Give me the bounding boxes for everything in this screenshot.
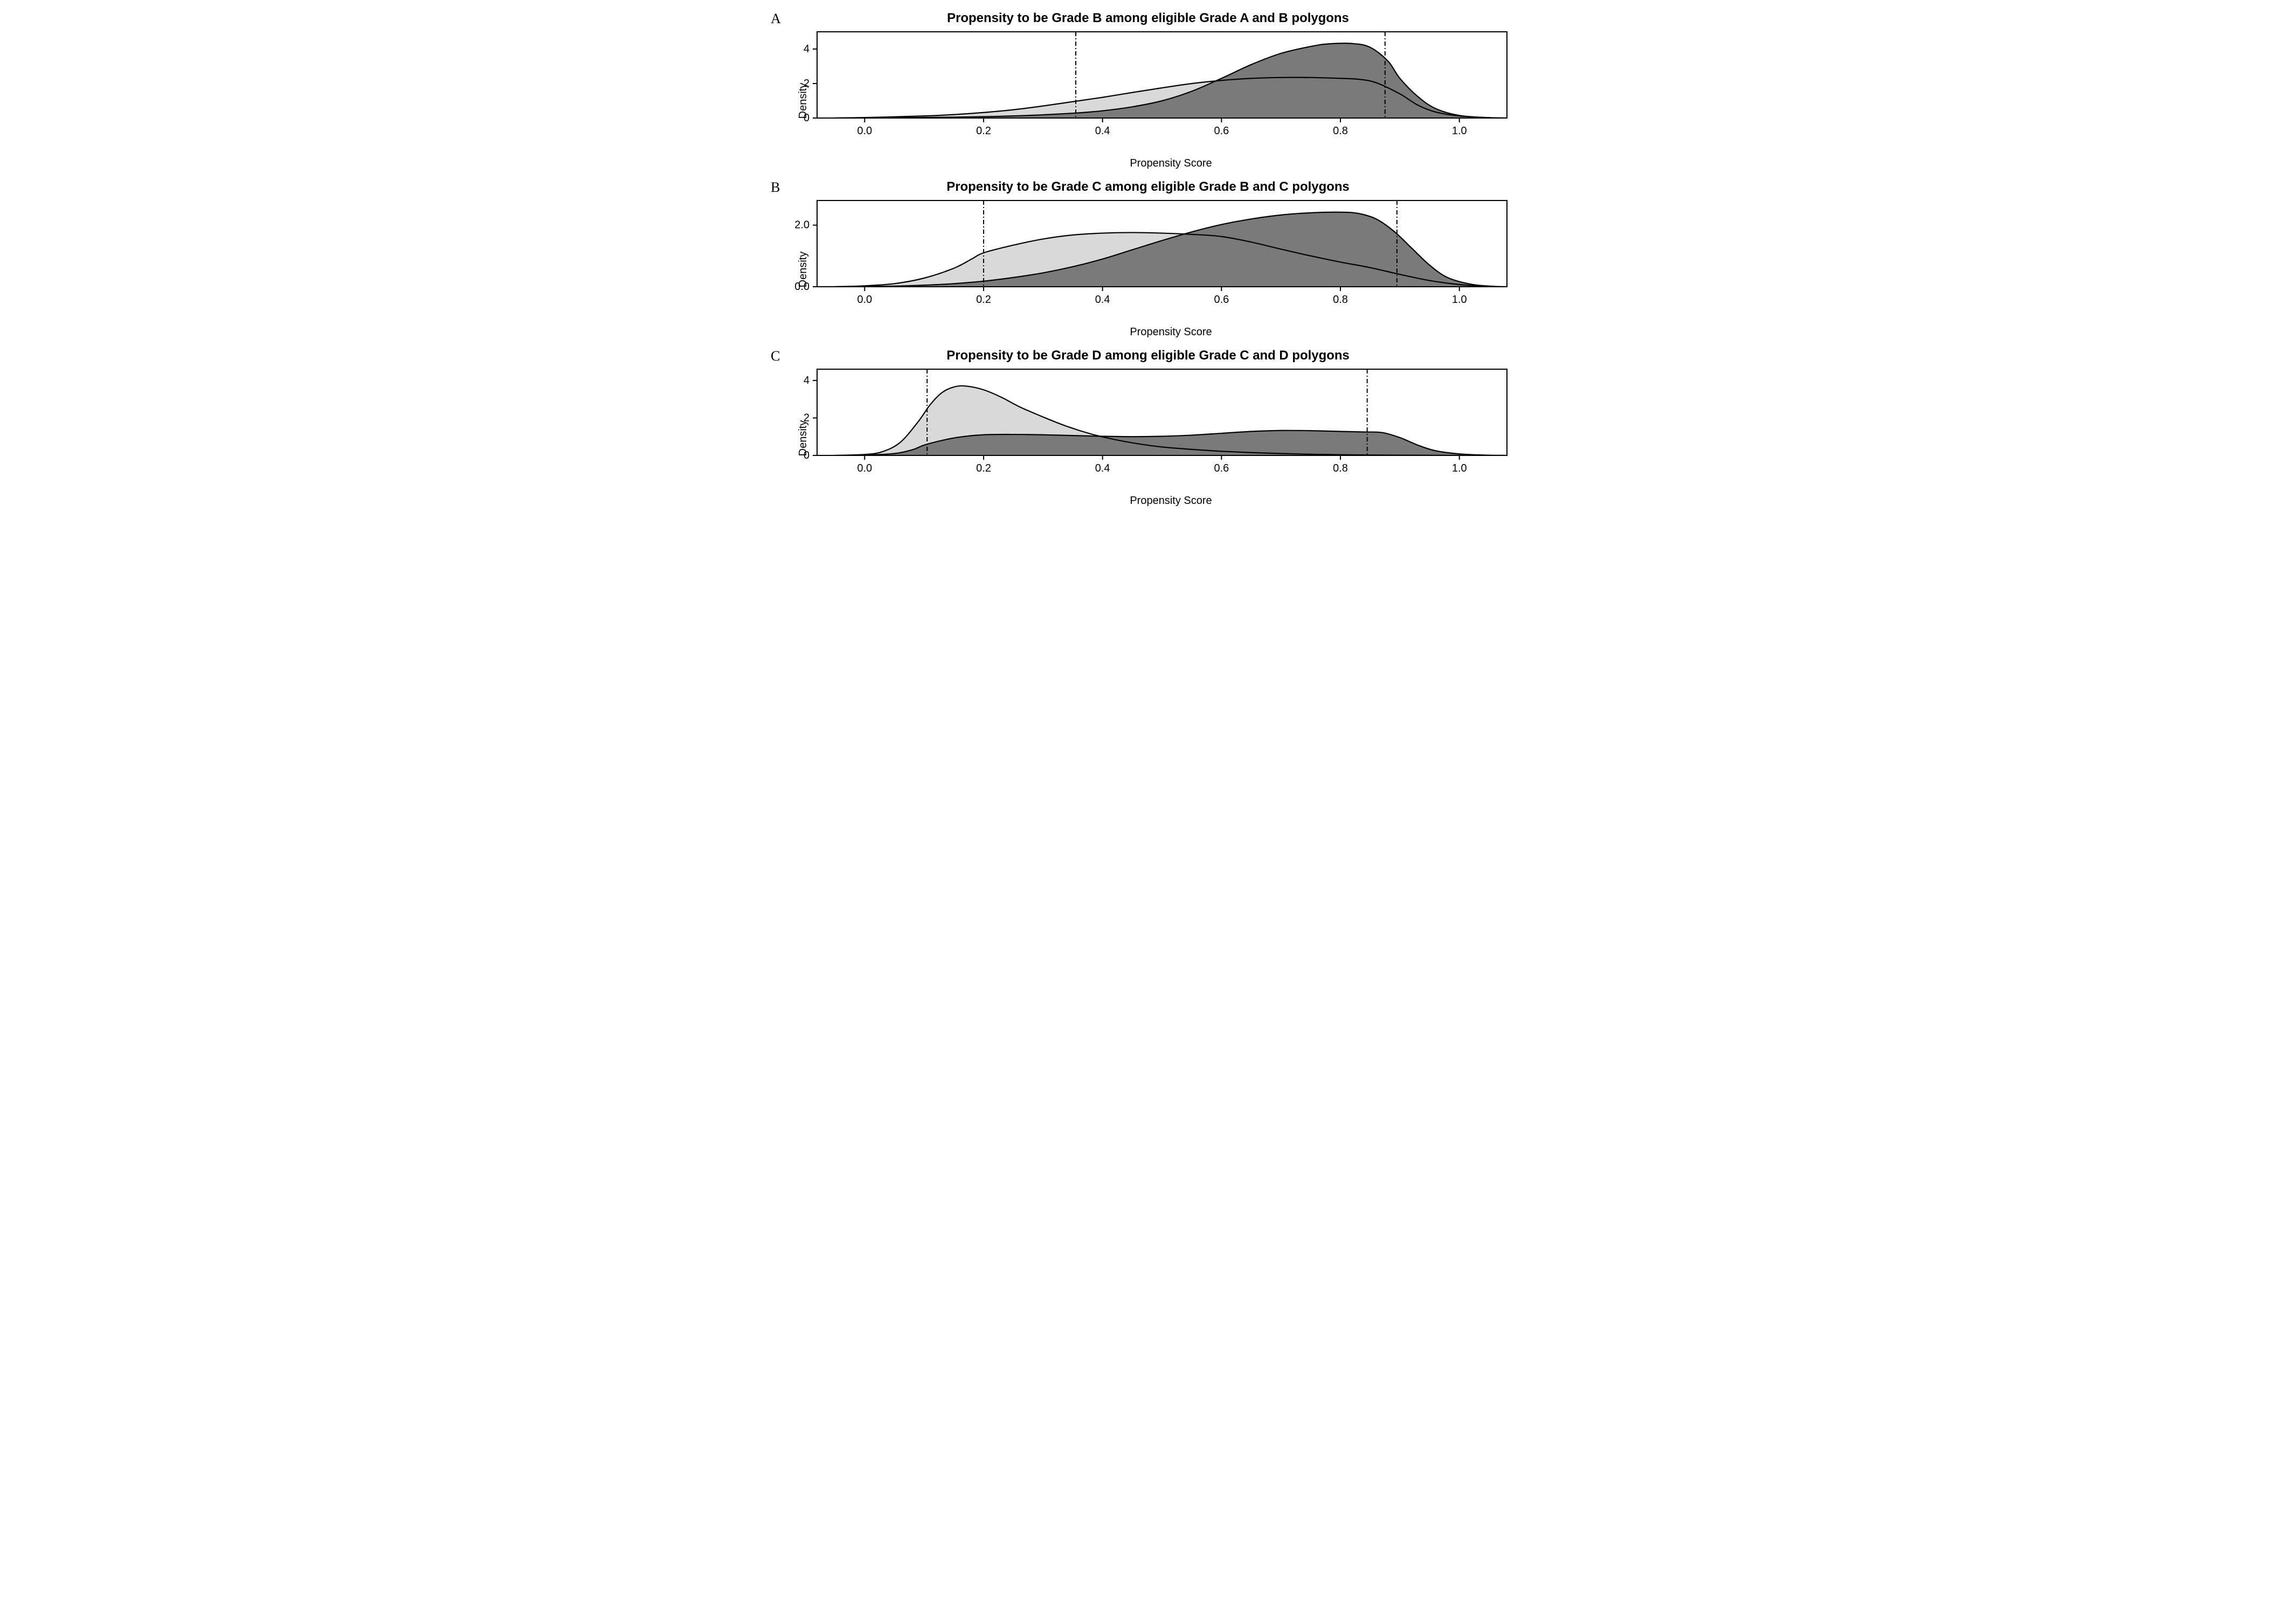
y-tick-label: 2.0: [794, 219, 810, 231]
panel-A: APropensity to be Grade B among eligible…: [771, 11, 1525, 170]
panel-letter: B: [771, 179, 780, 196]
panel-title: Propensity to be Grade D among eligible …: [771, 348, 1525, 363]
chart-area: Density0.00.20.40.60.81.00.02.0Propensit…: [817, 200, 1525, 338]
x-tick-label: 0.6: [1214, 125, 1229, 137]
density-plot: 0.00.20.40.60.81.00.02.0: [817, 200, 1507, 308]
density-plot: 0.00.20.40.60.81.0024: [817, 31, 1507, 139]
x-axis-label: Propensity Score: [817, 326, 1525, 338]
x-tick-label: 0.0: [857, 462, 872, 474]
chart-area: Density0.00.20.40.60.81.0024Propensity S…: [817, 369, 1525, 507]
density-plot: 0.00.20.40.60.81.0024: [817, 369, 1507, 476]
density-series-dark: [835, 43, 1507, 118]
x-tick-label: 0.8: [1333, 125, 1348, 137]
panel-title: Propensity to be Grade B among eligible …: [771, 11, 1525, 26]
panel-letter: C: [771, 348, 780, 364]
panel-C: CPropensity to be Grade D among eligible…: [771, 348, 1525, 507]
y-axis-label: Density: [797, 82, 810, 119]
x-tick-label: 1.0: [1452, 125, 1467, 137]
x-tick-label: 1.0: [1452, 462, 1467, 474]
x-tick-label: 0.2: [976, 462, 991, 474]
x-tick-label: 0.0: [857, 125, 872, 137]
x-tick-label: 0.8: [1333, 294, 1348, 306]
x-tick-label: 1.0: [1452, 294, 1467, 306]
x-tick-label: 0.2: [976, 294, 991, 306]
y-axis-label: Density: [797, 420, 810, 456]
y-tick-label: 4: [804, 375, 810, 386]
figure-container: APropensity to be Grade B among eligible…: [765, 0, 1531, 533]
x-tick-label: 0.4: [1095, 294, 1110, 306]
panel-B: BPropensity to be Grade C among eligible…: [771, 179, 1525, 338]
x-tick-label: 0.0: [857, 294, 872, 306]
x-tick-label: 0.4: [1095, 125, 1110, 137]
x-tick-label: 0.6: [1214, 462, 1229, 474]
x-tick-label: 0.6: [1214, 294, 1229, 306]
panel-letter: A: [771, 11, 781, 27]
x-axis-label: Propensity Score: [817, 495, 1525, 507]
x-axis-label: Propensity Score: [817, 157, 1525, 170]
chart-area: Density0.00.20.40.60.81.0024Propensity S…: [817, 31, 1525, 170]
x-tick-label: 0.8: [1333, 462, 1348, 474]
x-tick-label: 0.2: [976, 125, 991, 137]
y-axis-label: Density: [797, 251, 810, 287]
x-tick-label: 0.4: [1095, 462, 1110, 474]
panel-title: Propensity to be Grade C among eligible …: [771, 179, 1525, 195]
y-tick-label: 4: [804, 43, 810, 55]
